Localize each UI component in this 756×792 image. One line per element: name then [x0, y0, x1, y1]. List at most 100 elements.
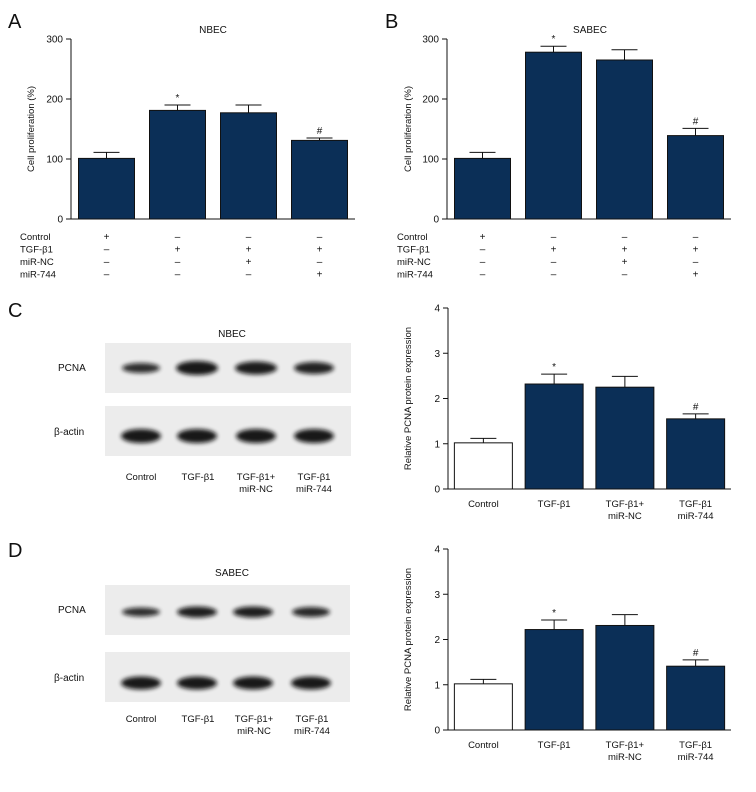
blot-lane-label: TGF-β1 — [182, 472, 215, 483]
condition-sign: – — [693, 257, 699, 268]
significance-marker: # — [693, 648, 699, 659]
y-tick-label: 1 — [434, 439, 440, 450]
condition-label: TGF-β1 — [20, 245, 53, 256]
x-tick-label: TGF-β1 — [679, 740, 712, 751]
condition-sign: – — [175, 257, 181, 268]
condition-table-a: Control + – – –TGF-β1– + + +miR-NC – – + –miR-744– –… — [20, 232, 323, 281]
y-tick-label: 3 — [434, 590, 440, 601]
condition-sign: – — [480, 270, 486, 281]
condition-sign: + — [246, 245, 252, 256]
chart-a-title: NBEC — [199, 25, 227, 36]
x-tick-label: TGF-β1+ — [606, 740, 645, 751]
blot-band — [294, 429, 334, 443]
western-blot-c: NBEC PCNA β-actin Control TGF-β1 TGF-β1+mi… — [54, 329, 351, 495]
bar — [667, 135, 724, 220]
significance-marker: # — [693, 116, 699, 127]
blot-band — [294, 362, 334, 374]
panel-letter-c: C — [8, 300, 22, 322]
blot-d-title: SABEC — [215, 568, 249, 579]
condition-sign: + — [317, 270, 323, 281]
condition-sign: – — [317, 232, 323, 243]
condition-label: Control — [20, 232, 51, 243]
y-tick-label: 2 — [434, 635, 440, 646]
condition-sign: – — [480, 245, 486, 256]
condition-sign: + — [317, 245, 323, 256]
panel-letter-a: A — [8, 11, 22, 33]
blot-band — [121, 676, 161, 690]
blot-band — [121, 429, 161, 443]
y-tick-label: 100 — [46, 155, 63, 166]
panel-letter-b: B — [385, 11, 398, 33]
condition-label: TGF-β1 — [397, 245, 430, 256]
significance-marker: * — [176, 93, 180, 104]
bar — [524, 383, 584, 490]
x-tick-label: TGF-β1+ — [606, 499, 645, 510]
condition-sign: – — [693, 232, 699, 243]
condition-sign: + — [175, 245, 181, 256]
condition-label: miR-NC — [397, 257, 431, 268]
blot-band — [122, 363, 160, 373]
blot-c-row-actin: β-actin — [54, 427, 84, 438]
condition-sign: – — [622, 232, 628, 243]
blot-c-bands — [121, 361, 334, 443]
condition-sign: – — [104, 270, 110, 281]
x-tick-label: miR-744 — [678, 511, 714, 522]
blot-lane-label: miR-744 — [294, 726, 330, 737]
blot-c-title: NBEC — [218, 329, 246, 340]
condition-sign: – — [104, 257, 110, 268]
y-tick-label: 1 — [434, 680, 440, 691]
bar — [595, 386, 655, 490]
condition-table-b: Control + – – –TGF-β1– + + +miR-NC – – + –miR-744– –… — [397, 232, 699, 281]
x-tick-label: TGF-β1 — [538, 499, 571, 510]
chart-b-cell-proliferation-sabec: 0 100 200 300 Cell proliferation (%) * # — [403, 34, 731, 226]
blot-lane-label: TGF-β1 — [298, 472, 331, 483]
y-axis-label: Relative PCNA protein expression — [403, 568, 414, 711]
blot-band — [122, 607, 160, 617]
condition-sign: + — [246, 257, 252, 268]
significance-marker: * — [552, 34, 556, 45]
bar — [666, 418, 726, 490]
significance-marker: # — [693, 402, 699, 413]
blot-c-row-pcna: PCNA — [58, 363, 86, 374]
significance-marker: * — [552, 608, 556, 619]
condition-sign: + — [104, 232, 110, 243]
y-tick-label: 200 — [46, 95, 63, 106]
condition-label: Control — [397, 232, 428, 243]
bar — [453, 683, 513, 731]
condition-sign: + — [622, 257, 628, 268]
y-axis-label: Cell proliferation (%) — [403, 86, 414, 172]
y-tick-label: 4 — [434, 304, 440, 315]
blot-band — [176, 361, 218, 375]
significance-marker: * — [552, 362, 556, 373]
condition-sign: + — [480, 232, 486, 243]
blot-band — [177, 676, 217, 690]
x-tick-label: miR-NC — [608, 511, 642, 522]
blot-lane-label: TGF-β1+ — [235, 714, 274, 725]
blot-lane-label: Control — [126, 472, 157, 483]
condition-sign: – — [175, 270, 181, 281]
blot-lane-label: miR-NC — [237, 726, 271, 737]
blot-d-bands — [121, 606, 331, 690]
blot-band — [233, 676, 273, 690]
condition-sign: – — [246, 270, 252, 281]
condition-sign: – — [622, 270, 628, 281]
blot-d-row-pcna: PCNA — [58, 605, 86, 616]
blot-lane-label: miR-NC — [239, 484, 273, 495]
y-tick-label: 0 — [433, 215, 439, 226]
bar — [666, 665, 726, 731]
condition-sign: + — [551, 245, 557, 256]
y-axis-label: Cell proliferation (%) — [26, 86, 37, 172]
chart-d-pcna-expression-sabec: 0 1 2 3 4 Relative PCNA protein expression * # C… — [403, 545, 731, 763]
bar — [149, 109, 206, 220]
chart-b-title: SABEC — [573, 25, 607, 36]
bar — [524, 629, 584, 731]
blot-band — [292, 607, 330, 617]
condition-sign: – — [551, 257, 557, 268]
condition-sign: – — [246, 232, 252, 243]
condition-sign: – — [480, 257, 486, 268]
x-tick-label: miR-744 — [678, 752, 714, 763]
bar — [78, 157, 135, 220]
